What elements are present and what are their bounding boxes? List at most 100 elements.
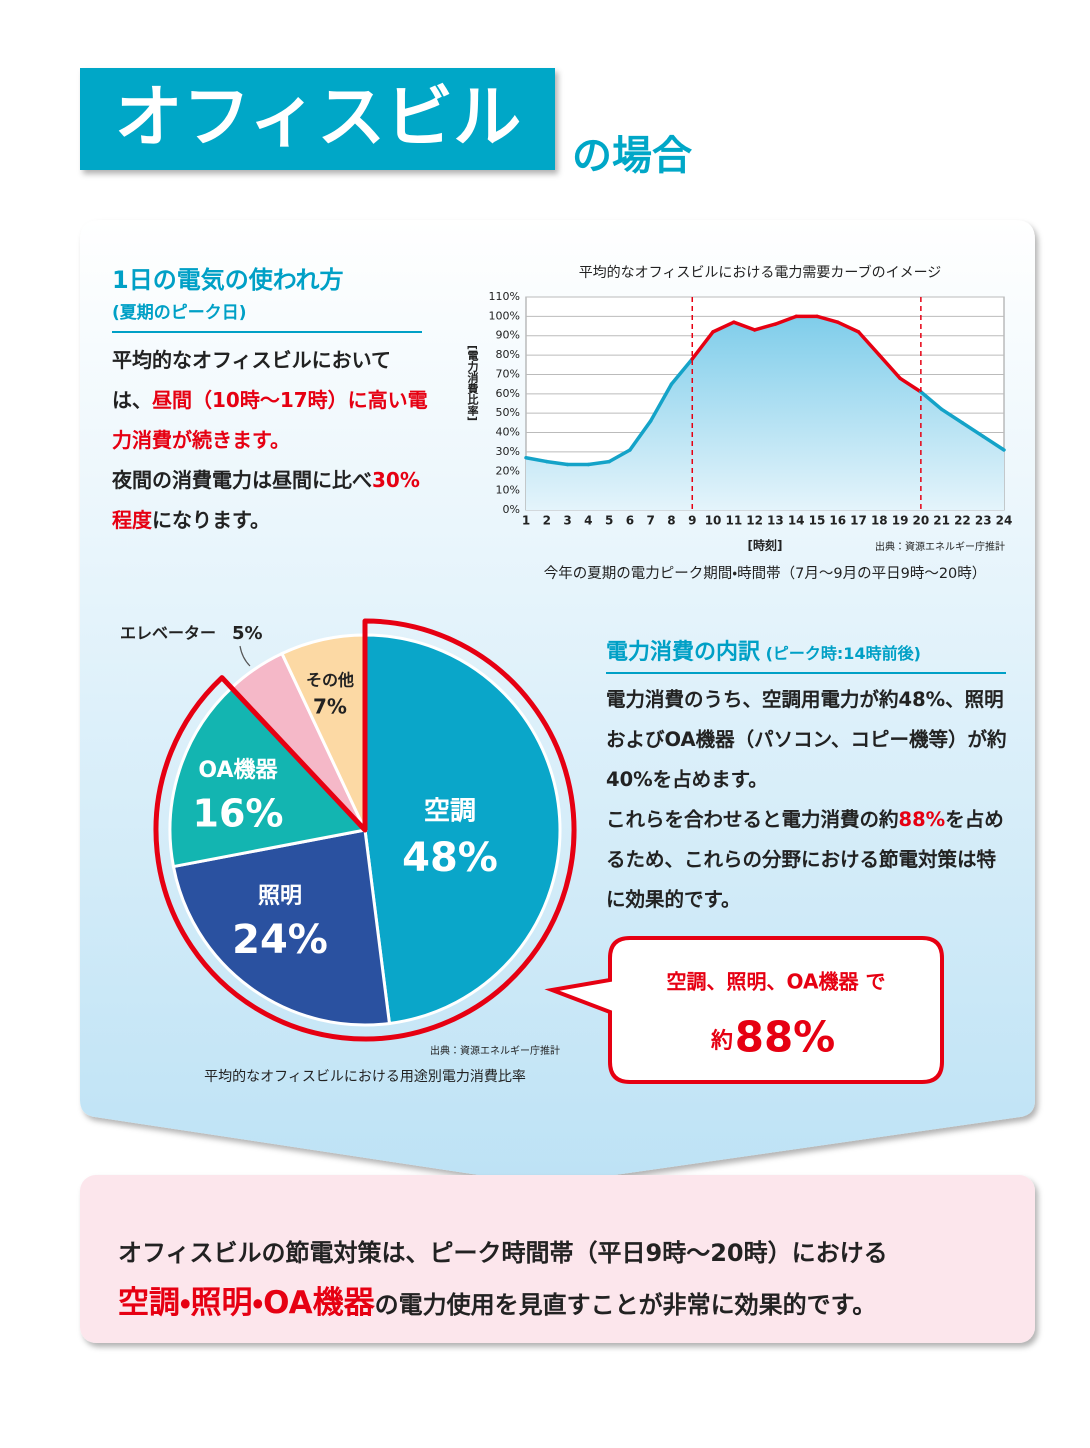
chart-caption: 平均的なオフィスビルにおける用途別電力消費比率 — [204, 1069, 526, 1085]
line-segment — [545, 459, 570, 467]
line-segment — [524, 455, 549, 464]
paragraph: これらを合わせると電力消費の約88%を占めるため、これらの分野における節電対策は… — [606, 800, 1011, 920]
slice-label: その他 — [306, 671, 354, 690]
y-tick-label: 20% — [496, 464, 520, 477]
y-tick-label: 110% — [489, 290, 520, 303]
body-text: を占めるため、これらの分野における節電対策は特に効果的です。 — [606, 808, 1004, 911]
x-axis-label: [時刻] — [748, 538, 783, 553]
pie-slice — [171, 828, 392, 1027]
emphasis-text: 88% — [898, 808, 946, 831]
page-title: オフィスビル — [115, 79, 522, 158]
charts: 平均的なオフィスビルにおける電力需要カーブのイメージ 0% 10% 20% 30% 40%… — [120, 264, 1012, 1085]
x-tick-label: 21 — [933, 514, 950, 528]
callout-value: 88% — [735, 1013, 836, 1062]
x-tick-label: 1 — [522, 514, 530, 528]
x-tick-label: 3 — [563, 514, 571, 528]
paragraph: 電力消費のうち、空調用電力が約48%、照明およびOA機器（パソコン、コピー機等）… — [606, 680, 1011, 800]
line-segment — [711, 320, 736, 334]
x-tick-label: 11 — [725, 514, 742, 528]
line-segment — [815, 314, 840, 324]
summary-body: オフィスビルの節電対策は、ピーク時間帯（平日9時～20時）における空調・照明・O… — [118, 1228, 1018, 1330]
y-tick-label: 100% — [489, 309, 520, 322]
y-axis-label: [電力消費比率] — [466, 345, 479, 421]
leader-line — [239, 645, 251, 667]
area — [526, 316, 1004, 510]
x-tick-label: 13 — [767, 514, 784, 528]
emphasis-text: 空調・照明・OA機器 — [118, 1285, 375, 1321]
line-segment — [690, 330, 715, 361]
breakdown-subtitle: (ピーク時:14時前後) — [765, 644, 921, 663]
slice-value-label: 7% — [313, 695, 347, 719]
y-tick-label: 70% — [496, 367, 520, 380]
paragraph: 空調・照明・OA機器の電力使用を見直すことが非常に効果的です。 — [118, 1278, 1018, 1330]
line-segment — [648, 382, 674, 423]
body-text: 電力消費のうち、空調用電力が約48%、照明およびOA機器（パソコン、コピー機等）… — [606, 688, 1007, 791]
paragraph: 夜間の消費電力は昼間に比べ30%程度になります。 — [112, 460, 430, 540]
x-tick-label: 5 — [605, 514, 613, 528]
page-title-suffix: の場合 — [572, 133, 693, 179]
y-tick-label: 60% — [496, 387, 520, 400]
emphasis-text: 昼間（10時～17時）に高い電力消費が続きます。 — [112, 388, 428, 452]
breakdown-title: 電力消費の内訳 — [606, 640, 761, 665]
x-tick-label: 2 — [543, 514, 551, 528]
line-segment — [607, 448, 632, 464]
line-segment — [773, 314, 798, 326]
title-box — [80, 68, 555, 170]
x-tick-label: 4 — [584, 514, 592, 528]
slice-value-label: 24% — [232, 917, 328, 963]
y-tick-label: 30% — [496, 445, 520, 458]
slice-label: OA機器 — [198, 758, 278, 783]
line-segment — [856, 330, 882, 357]
slice-value-label: 5% — [232, 623, 263, 644]
x-tick-label: 20 — [913, 514, 930, 528]
slice-label: 空調 — [424, 797, 476, 827]
line-segment — [628, 419, 653, 452]
line-segment — [877, 353, 902, 381]
line-segment — [752, 322, 778, 332]
line-segment — [939, 407, 965, 425]
slice-label: エレベーター — [120, 624, 216, 643]
y-tick-label: 50% — [496, 406, 520, 419]
x-tick-label: 17 — [850, 514, 867, 528]
usage-subtitle: (夏期のピーク日) — [112, 298, 422, 333]
body-text: オフィスビルの節電対策は、ピーク時間帯（平日9時～20時）における — [118, 1239, 888, 1267]
y-tick-label: 0% — [503, 503, 520, 516]
breakdown-heading: 電力消費の内訳 (ピーク時:14時前後) — [606, 634, 1006, 674]
x-tick-label: 12 — [746, 514, 763, 528]
line-segment — [835, 320, 861, 334]
line-segment — [960, 421, 985, 439]
y-tick-label: 10% — [496, 484, 520, 497]
y-tick-label: 40% — [496, 426, 520, 439]
summary-panel — [80, 1175, 1035, 1343]
slice-label: 照明 — [258, 884, 302, 909]
x-tick-label: 9 — [688, 514, 696, 528]
callout-box — [544, 936, 944, 1084]
chart-source: 出典：資源エネルギー庁推計 — [875, 540, 1005, 553]
y-tick-label: 80% — [496, 348, 520, 361]
body-text: の電力使用を見直すことが非常に効果的です。 — [374, 1291, 877, 1319]
line-segment — [732, 320, 757, 332]
line-segment — [586, 459, 611, 467]
x-tick-label: 24 — [996, 514, 1013, 528]
x-tick-label: 10 — [705, 514, 722, 528]
usage-title: 1日の電気の使われ方 — [112, 266, 344, 294]
y-tick-label: 90% — [496, 329, 520, 342]
slice-value-label: 48% — [402, 835, 498, 881]
x-tick-label: 6 — [626, 514, 634, 528]
x-tick-label: 19 — [892, 514, 909, 528]
x-tick-label: 16 — [829, 514, 846, 528]
body-text: 平均的なオフィスビルにおいては、 — [112, 348, 391, 412]
line-segment — [981, 434, 1006, 452]
x-tick-label: 23 — [975, 514, 992, 528]
paragraph: オフィスビルの節電対策は、ピーク時間帯（平日9時～20時）における — [118, 1228, 1018, 1278]
breakdown-body: 電力消費のうち、空調用電力が約48%、照明およびOA機器（パソコン、コピー機等）… — [606, 680, 1011, 920]
x-tick-label: 22 — [954, 514, 971, 528]
x-tick-label: 8 — [667, 514, 675, 528]
x-tick-label: 14 — [788, 514, 805, 528]
slice-value-label: 16% — [193, 792, 284, 836]
body-text: 夜間の消費電力は昼間に比べ — [112, 468, 372, 492]
x-tick-label: 18 — [871, 514, 888, 528]
pie-slice — [363, 633, 562, 1026]
